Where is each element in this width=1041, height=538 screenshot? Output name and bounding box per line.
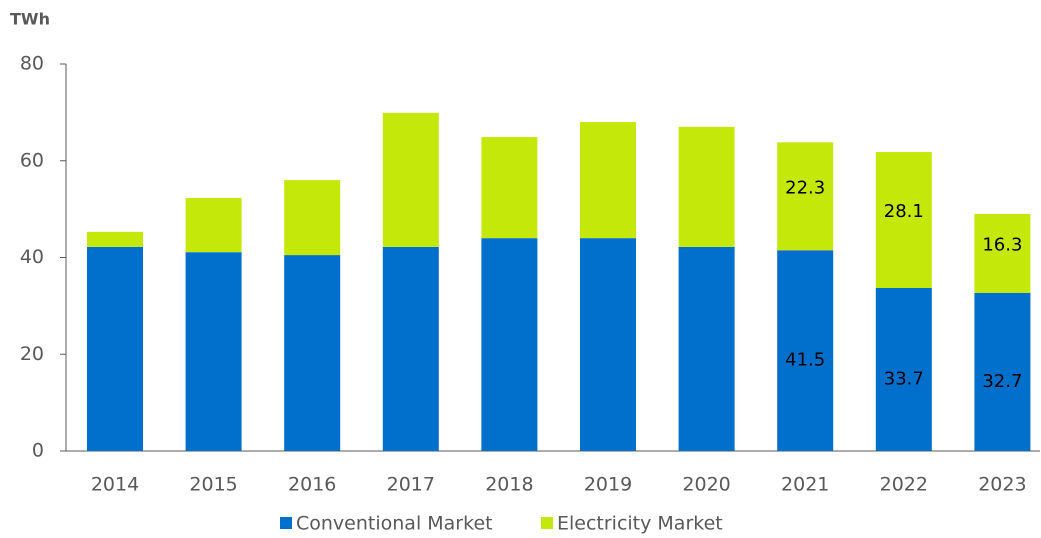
x-tick-label: 2017: [387, 474, 435, 496]
x-tick-label: 2020: [682, 474, 730, 496]
data-label: 32.7: [982, 371, 1022, 392]
bar-segment: [580, 238, 636, 451]
x-tick-label: 2023: [978, 474, 1026, 496]
bar-segment: [284, 255, 341, 451]
legend-swatch: [280, 517, 292, 529]
bar-segment: [580, 122, 636, 239]
data-label: 41.5: [785, 350, 825, 371]
bar-segment: [87, 246, 143, 451]
y-tick-label: 60: [20, 149, 44, 171]
y-tick-label: 40: [20, 246, 44, 268]
bar-segment: [481, 137, 538, 239]
y-tick-label: 20: [20, 343, 44, 365]
bar-segment: [382, 246, 439, 451]
bar-segment: [678, 246, 735, 451]
bar-segment: [481, 238, 538, 451]
x-tick-label: 2019: [584, 474, 632, 496]
bar-segment: [875, 152, 932, 288]
bar-segment: [678, 126, 735, 247]
legend-label: Conventional Market: [296, 513, 493, 535]
bar-segment: [284, 180, 341, 256]
bar-segment: [777, 250, 834, 451]
bar-segment: [777, 142, 834, 251]
bar-segment: [185, 197, 242, 253]
bar-segment: [974, 292, 1031, 451]
legend-label: Electricity Market: [557, 513, 723, 535]
x-tick-label: 2021: [781, 474, 829, 496]
x-tick-label: 2015: [189, 474, 237, 496]
y-tick-label: 80: [20, 53, 44, 75]
bar-segment: [875, 287, 932, 451]
bar-segment: [185, 252, 242, 451]
bar-segment: [974, 213, 1031, 293]
data-label: 33.7: [884, 368, 924, 389]
y-tick-label: 0: [32, 440, 44, 462]
x-tick-label: 2014: [91, 474, 139, 496]
x-tick-label: 2018: [485, 474, 533, 496]
legend-swatch: [541, 517, 553, 529]
x-tick-label: 2016: [288, 474, 336, 496]
data-label: 16.3: [982, 234, 1022, 255]
data-label: 28.1: [884, 201, 924, 222]
data-label: 22.3: [785, 177, 825, 198]
bar-segment: [87, 231, 143, 247]
y-axis-label: TWh: [10, 10, 50, 29]
x-tick-label: 2022: [880, 474, 928, 496]
bar-segment: [382, 112, 439, 247]
